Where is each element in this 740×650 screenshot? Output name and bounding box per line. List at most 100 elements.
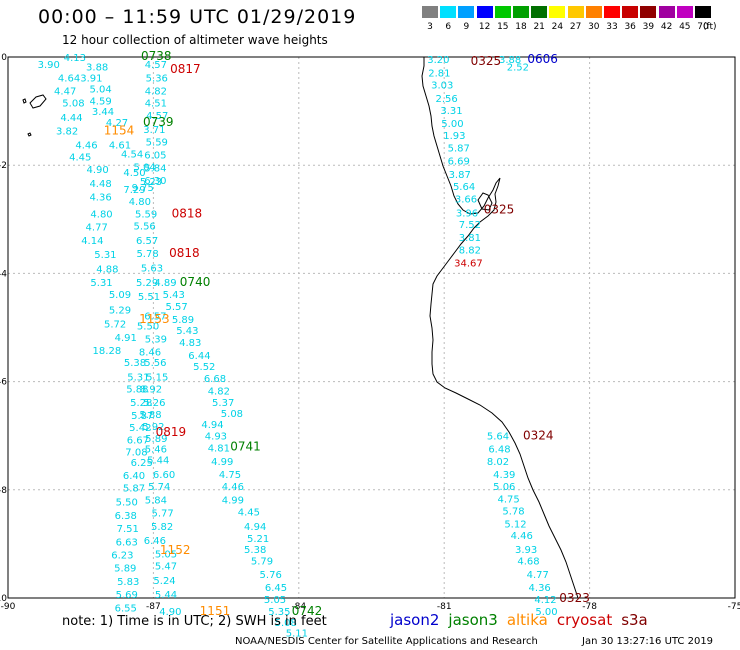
lat-tick-label: -8 (0, 486, 7, 496)
satellite-legend: jason2 jason3 altika cryosat s3a (390, 611, 657, 629)
units-label: (ft) (703, 22, 717, 32)
wave-height-reading: 5.29 (109, 306, 131, 317)
legend-altika: altika (506, 611, 548, 629)
wave-height-reading: 5.92 (142, 422, 164, 433)
wave-height-reading: 5.04 (134, 162, 156, 173)
wave-height-reading: 5.74 (148, 482, 170, 493)
wave-height-reading: 7.08 (125, 447, 147, 458)
pass-time-label: 1151 (200, 604, 231, 618)
wave-height-reading: 5.89 (114, 564, 136, 575)
pass-time-label: 0818 (169, 246, 200, 260)
wave-height-reading: 4.90 (159, 607, 181, 618)
scale-label: 27 (569, 22, 582, 32)
wave-height-reading: 4.83 (179, 338, 201, 349)
wave-height-reading: 5.29 (136, 278, 158, 289)
pass-time-label: 0324 (523, 429, 554, 443)
pass-time-label: 0606 (527, 52, 558, 66)
island-puna (477, 192, 493, 211)
lon-tick-label: -84 (291, 602, 306, 612)
wave-height-reading: 5.69 (116, 590, 138, 601)
wave-height-reading: 5.42 (129, 423, 151, 434)
chart-subtitle: 12 hour collection of altimeter wave hei… (62, 33, 328, 47)
wave-height-reading: 6.23 (111, 551, 133, 562)
wave-height-reading: 4.46 (75, 141, 97, 152)
wave-height-reading: 5.46 (145, 445, 167, 456)
wave-height-reading: 4.94 (244, 522, 266, 533)
wave-height-reading: 6.68 (204, 374, 226, 385)
wave-height-reading: 5.35 (268, 607, 290, 618)
scale-label: 70 (697, 22, 709, 32)
island-galapagos-2 (22, 98, 27, 104)
scale-label: 6 (445, 22, 452, 32)
scale-label: 24 (551, 22, 564, 32)
pass-time-label: 1153 (139, 312, 170, 326)
wave-height-reading: 5.08 (275, 618, 297, 629)
wave-height-reading: 6.60 (153, 470, 175, 481)
wave-height-reading: 3.81 (459, 233, 481, 244)
scale-label: 42 (660, 22, 673, 32)
scale-swatch (531, 6, 548, 18)
wave-height-reading: 4.80 (129, 197, 151, 208)
wave-height-reading: 8.46 (139, 347, 161, 358)
wave-height-reading: 5.87 (131, 411, 153, 422)
wave-height-reading: 5.50 (116, 498, 138, 509)
wave-height-reading: 5.56 (144, 358, 166, 369)
wave-height-reading: 5.51 (138, 292, 160, 303)
wave-height-reading: 5.64 (487, 432, 509, 443)
wave-height-reading: 6.40 (123, 471, 145, 482)
wave-height-reading: 6.55 (115, 604, 137, 615)
lon-tick-label: -87 (146, 602, 161, 612)
wave-height-reading: 5.04 (89, 84, 111, 95)
scale-swatch (476, 6, 493, 18)
wave-height-reading: 5.50 (137, 321, 159, 332)
wave-height-reading: 4.46 (222, 482, 244, 493)
wave-height-reading: 5.08 (62, 98, 84, 109)
scale-swatch (585, 6, 602, 18)
wave-height-reading: 4.75 (219, 470, 241, 481)
scale-label: 45 (679, 22, 691, 32)
wave-height-reading: 5.11 (286, 629, 308, 640)
wave-height-reading: 4.14 (81, 236, 103, 247)
wave-height-reading: 4.80 (90, 209, 112, 220)
lon-tick-label: -90 (1, 602, 16, 612)
scale-swatch (695, 6, 711, 18)
wave-height-reading: 18.28 (93, 346, 122, 357)
wave-height-reading: 5.06 (493, 482, 515, 493)
scale-swatch (422, 6, 438, 18)
wave-height-reading: 5.59 (135, 209, 157, 220)
wave-height-reading: 6.67 (127, 435, 149, 446)
scale-label: 3 (427, 22, 433, 32)
wave-height-reading: 6.44 (188, 351, 210, 362)
pass-time-label: 0741 (230, 440, 261, 454)
wave-height-reading: 3.44 (92, 107, 114, 118)
wave-height-readings: 3.904.133.884.64 3.914.47 5.045.08 4.594.44… (38, 53, 558, 640)
wave-height-reading: 4.82 (145, 87, 167, 98)
pass-time-label: 0738 (141, 49, 172, 63)
wave-height-reading: 6.57 (144, 312, 166, 323)
wave-height-reading: 5.38 (124, 358, 146, 369)
wave-height-reading: 5.52 (193, 362, 215, 373)
wave-height-reading: 5.43 (163, 290, 185, 301)
wave-height-reading: 5.15 (146, 373, 168, 384)
wave-height-reading: 6.48 (488, 445, 510, 456)
wave-height-reading: 4.48 (89, 179, 111, 190)
wave-height-reading: 6.30 (144, 176, 166, 187)
wave-height-reading: 4.57 (146, 111, 168, 122)
pass-time-label: 0817 (170, 62, 201, 76)
wave-height-reading: 5.08 (221, 409, 243, 420)
lat-tick-label: -4 (0, 269, 7, 279)
wave-height-reading: 5.31 (94, 250, 116, 261)
wave-height-reading: 4.82 (208, 386, 230, 397)
wave-height-reading: 7.51 (117, 524, 139, 535)
wave-height-reading: 6.69 (448, 156, 470, 167)
scale-label: 39 (642, 22, 655, 32)
scale-label: 12 (478, 22, 491, 32)
wave-height-reading: 4.50 (123, 168, 145, 179)
wave-height-reading: 3.93 (515, 545, 537, 556)
pass-time-label: 1154 (104, 124, 135, 138)
lat-tick-label: 0 (1, 53, 7, 63)
wave-height-reading: 4.61 (109, 141, 131, 152)
credit-line: NOAA/NESDIS Center for Satellite Applica… (235, 636, 538, 647)
wave-height-reading: 4.36 (89, 193, 111, 204)
